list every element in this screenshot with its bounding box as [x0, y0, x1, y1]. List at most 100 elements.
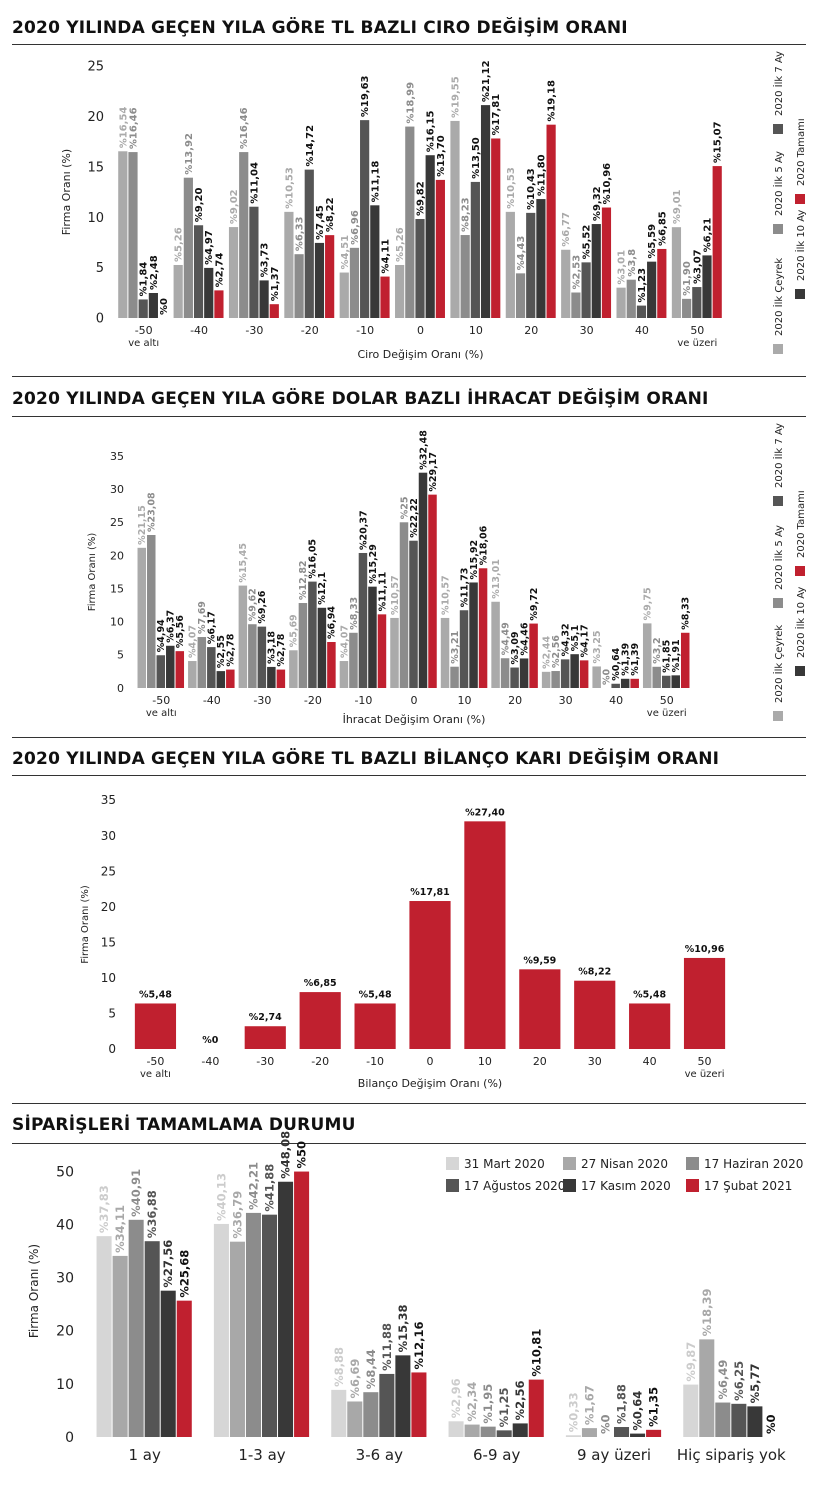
x-tick-label: 3-6 ay — [356, 1446, 403, 1464]
data-label: %48,08 — [279, 1131, 293, 1179]
bar — [299, 992, 341, 1049]
y-tick-label: 50 — [56, 1164, 74, 1180]
data-label: %5,56 — [175, 615, 186, 648]
data-label: %5,52 — [582, 225, 593, 260]
data-label: %0 — [159, 298, 170, 315]
data-label: %1,67 — [582, 1385, 596, 1425]
data-label: %13,92 — [184, 133, 195, 175]
x-tick-label: -30 — [256, 1055, 274, 1068]
bar — [262, 1214, 278, 1437]
data-label: %4,07 — [188, 625, 199, 658]
y-axis-label: Firma Oranı (%) — [60, 149, 73, 235]
data-label: %4,94 — [156, 619, 167, 652]
data-label: %3,8 — [627, 249, 638, 277]
chart-2-title: 2020 YILINDA GEÇEN YILA GÖRE DOLAR BAZLI… — [12, 389, 709, 409]
bar — [505, 211, 515, 318]
bar — [440, 617, 450, 688]
bar — [616, 287, 626, 318]
x-tick-label: -20 — [304, 694, 322, 707]
y-tick-label: 30 — [110, 483, 124, 496]
data-label: %8,33 — [681, 597, 692, 630]
bar — [267, 666, 276, 688]
data-label: %6,85 — [304, 978, 337, 989]
data-label: %11,88 — [380, 1323, 394, 1371]
x-tick-label: 0 — [427, 1055, 434, 1068]
bar — [175, 651, 185, 688]
bar — [565, 1435, 581, 1437]
data-label: %2,44 — [541, 635, 552, 668]
data-label: %0 — [599, 1414, 613, 1434]
data-label: %8,22 — [325, 197, 336, 232]
data-label: %0 — [202, 1035, 219, 1046]
bar — [160, 1290, 176, 1437]
bar — [144, 1241, 160, 1437]
bar — [671, 227, 682, 318]
data-label: %4,43 — [516, 236, 527, 271]
bar — [156, 655, 166, 688]
data-label: %0,64 — [611, 647, 622, 680]
bar — [327, 642, 336, 688]
legend-label: 2020 İlk 10 Ay — [794, 587, 807, 658]
bar — [228, 227, 239, 318]
data-label: %10,57 — [440, 575, 451, 615]
data-label: %9,26 — [257, 590, 268, 623]
bar — [289, 650, 298, 688]
bar — [188, 661, 197, 688]
legend-swatch — [446, 1179, 459, 1192]
data-label: %6,77 — [561, 212, 572, 247]
y-tick-label: 25 — [101, 864, 116, 878]
bar — [551, 671, 560, 688]
bar — [480, 1426, 496, 1437]
data-label: %1,37 — [270, 266, 281, 301]
data-label: %25 — [399, 497, 410, 520]
bar — [601, 207, 612, 318]
bar — [570, 654, 579, 688]
data-label: %1,85 — [662, 640, 673, 673]
legend-swatch — [773, 496, 783, 506]
bar — [128, 152, 138, 318]
chart-2-ihracat: 0 5 10 15 20 25 30 35 Firma Oranı (%) %21,15%23,0… — [87, 423, 807, 726]
data-label: %19,18 — [547, 80, 558, 122]
data-label: %13,50 — [471, 137, 482, 179]
data-label: %5,48 — [359, 989, 392, 1000]
data-label: %18,39 — [700, 1288, 714, 1336]
bar — [702, 255, 712, 318]
data-label: %2,55 — [216, 635, 227, 668]
data-label: %8,88 — [332, 1347, 346, 1387]
y-tick-label: 10 — [101, 971, 116, 985]
data-label: %40,13 — [214, 1173, 228, 1221]
bar — [314, 242, 325, 318]
bar — [636, 305, 647, 318]
legend-label: 2020 Tamamı — [796, 118, 807, 186]
data-label: %29,17 — [428, 452, 439, 492]
data-label: %2,53 — [571, 255, 582, 290]
bar — [415, 219, 425, 318]
x-tick-label: -40 — [201, 1055, 219, 1068]
bar — [216, 671, 226, 688]
bar — [137, 547, 147, 688]
x-tick-label: ve üzeri — [647, 708, 687, 719]
x-tick-label: 10 — [478, 1055, 492, 1068]
chart-2-top-rule — [12, 416, 806, 417]
legend-label: 2020 İlk 7 Ay — [772, 423, 785, 488]
bar — [491, 138, 501, 318]
data-label: %6,69 — [348, 1359, 362, 1399]
bar — [574, 980, 616, 1049]
x-tick-label: 10 — [458, 694, 472, 707]
data-label: %12,1 — [317, 572, 328, 605]
data-label: %15,38 — [396, 1304, 410, 1352]
x-tick-label: ve üzeri — [677, 338, 717, 349]
data-label: %12,16 — [412, 1322, 426, 1370]
x-tick-label: 50 — [698, 1055, 712, 1068]
legend-swatch — [773, 344, 783, 354]
data-label: %13,01 — [491, 559, 502, 599]
data-label: %10,96 — [602, 163, 613, 205]
bar — [428, 494, 437, 688]
bar — [244, 1026, 286, 1049]
bar — [425, 155, 435, 318]
x-tick-label: -50 — [135, 324, 153, 337]
y-tick-label: 10 — [110, 616, 124, 629]
bar — [298, 603, 308, 688]
y-tick-label: 10 — [56, 1377, 74, 1393]
y-tick-label: 0 — [108, 1042, 116, 1056]
